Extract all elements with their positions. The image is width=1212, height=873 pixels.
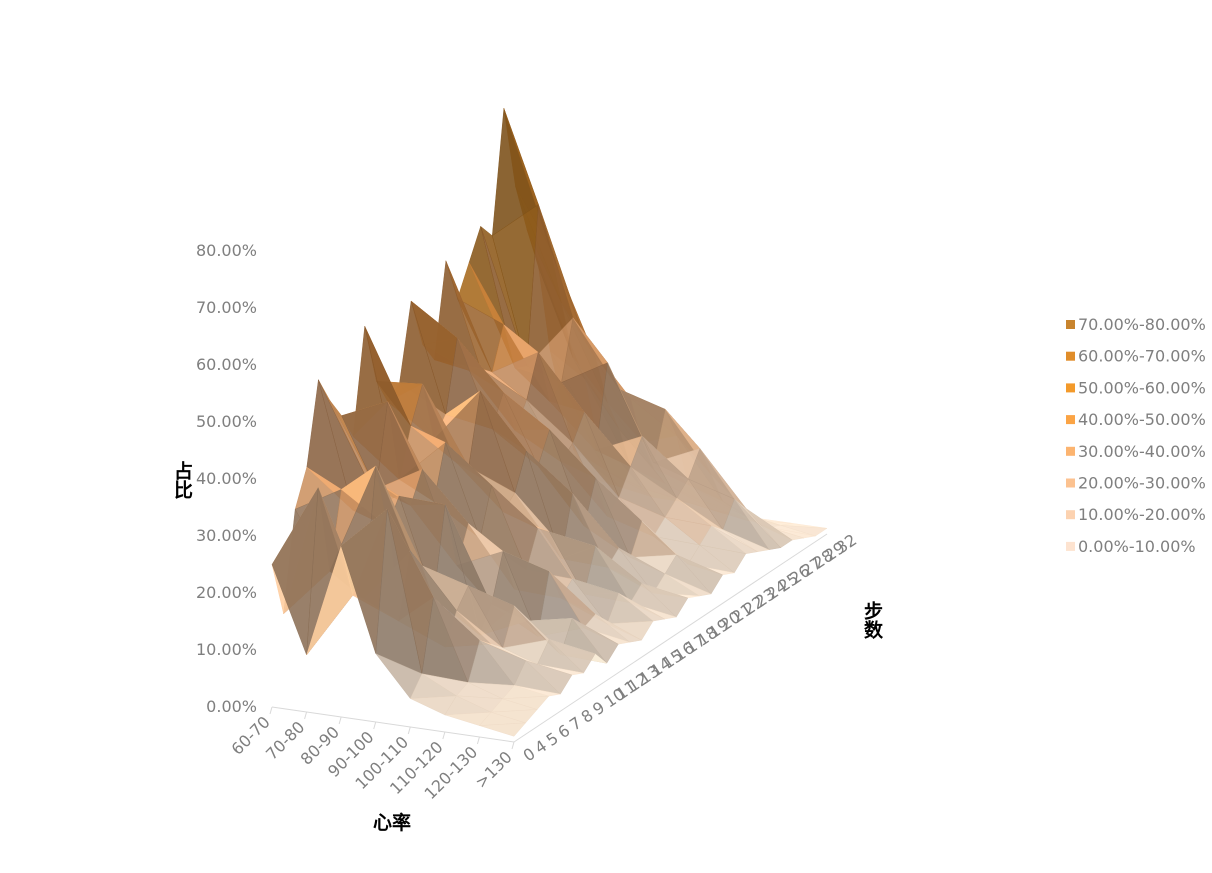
z-tick-label: 70.00% [196, 298, 257, 317]
z-tick-label: 0.00% [206, 697, 257, 716]
legend-swatch [1066, 446, 1075, 456]
surface-facet [664, 573, 712, 597]
legend: 70.00%-80.00% 60.00%-70.00% 50.00%-60.00% 4… [1066, 315, 1206, 556]
legend-item: 40.00%-50.00% [1066, 410, 1206, 429]
legend-item: 20.00%-30.00% [1066, 474, 1206, 493]
legend-label: 20.00%-30.00% [1078, 474, 1206, 493]
surface-facet [745, 508, 793, 548]
legend-swatch [1066, 478, 1075, 488]
surface-mesh [271, 108, 828, 737]
z-tick-label: 80.00% [196, 241, 257, 260]
legend-label: 10.00%-20.00% [1078, 505, 1206, 524]
surface-facet [780, 525, 828, 537]
steps-axis-line [513, 533, 828, 743]
surface-facet [641, 583, 689, 618]
legend-label: 0.00%-10.00% [1078, 537, 1196, 556]
heart-rate-tick-mark [338, 716, 342, 725]
legend-swatch [1066, 541, 1075, 551]
surface-facet [618, 593, 666, 622]
legend-label: 60.00%-70.00% [1078, 347, 1206, 366]
surface-facet [502, 695, 550, 710]
legend-label: 50.00%-60.00% [1078, 378, 1206, 397]
surface-facet [572, 618, 619, 664]
legend-label: 40.00%-50.00% [1078, 410, 1206, 429]
legend-swatch [1066, 383, 1075, 393]
surface-facet [734, 498, 782, 550]
z-axis-title: 占比 [171, 460, 193, 500]
heart-rate-tick-mark [304, 711, 308, 720]
surface-facet [711, 525, 759, 554]
legend-item: 0.00%-10.00% [1066, 537, 1196, 556]
surface-facet [722, 529, 770, 552]
z-axis-ticks: 0.00% 10.00% 20.00% 30.00% 40.00% 50.00% 60.00… [196, 241, 257, 716]
surface-facet [548, 639, 596, 674]
surface-facet [595, 614, 643, 643]
surface-facet [490, 709, 538, 724]
legend-item: 30.00%-40.00% [1066, 442, 1206, 461]
legend-swatch [1066, 320, 1075, 329]
legend-item: 50.00%-60.00% [1066, 378, 1206, 397]
heart-rate-tick-mark [373, 721, 377, 730]
surface-facet [525, 660, 573, 695]
x-axis-title: 心率 [373, 811, 411, 834]
heart-rate-tick-mark [511, 741, 515, 750]
surface-facet [479, 722, 527, 737]
heart-rate-tick-mark [442, 731, 446, 740]
z-tick-label: 50.00% [196, 412, 257, 431]
axis-lines [269, 533, 828, 750]
surface-facet [699, 544, 747, 574]
z-tick-label: 60.00% [196, 355, 257, 374]
legend-swatch [1066, 351, 1075, 361]
heart-rate-axis-ticks: 60-7070-8080-9090-100100-110110-120120-1… [228, 712, 516, 803]
heart-rate-tick-mark [269, 706, 273, 715]
legend-swatch [1066, 415, 1075, 425]
heart-rate-tick-mark [407, 726, 411, 735]
legend-label: 70.00%-80.00% [1078, 315, 1206, 334]
z-tick-label: 10.00% [196, 640, 257, 659]
z-tick-label: 20.00% [196, 583, 257, 602]
surface-facet [676, 554, 723, 595]
legend-item: 10.00%-20.00% [1066, 505, 1206, 524]
y-axis-title: 步数 [861, 601, 883, 640]
legend-label: 30.00%-40.00% [1078, 442, 1206, 461]
z-tick-label: 30.00% [196, 526, 257, 545]
heart-rate-axis-line [271, 706, 515, 743]
surface-facet [514, 685, 561, 697]
heart-rate-tick-mark [476, 736, 480, 745]
legend-swatch [1066, 510, 1075, 520]
legend-item: 70.00%-80.00% [1066, 315, 1206, 334]
z-tick-label: 40.00% [196, 469, 257, 488]
legend-item: 60.00%-70.00% [1066, 347, 1206, 366]
